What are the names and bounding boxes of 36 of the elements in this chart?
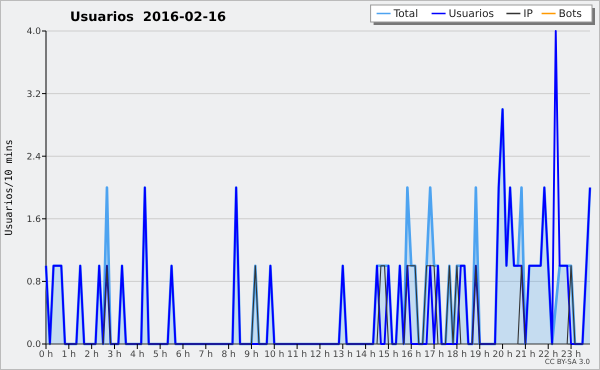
y-tick-label: 1.6 xyxy=(26,214,42,225)
x-tick-label: 12 h xyxy=(310,350,330,360)
x-tick-label: 4 h xyxy=(130,350,144,360)
x-tick-label: 8 h xyxy=(221,350,236,360)
y-tick-label: 0.8 xyxy=(26,278,42,288)
x-tick-label: 18 h xyxy=(446,350,467,360)
x-tick-label: 11 h xyxy=(287,350,308,360)
y-tick-label: 3.2 xyxy=(26,90,41,100)
y-tick-label: 2.4 xyxy=(26,152,42,162)
legend-label: Usuarios xyxy=(448,8,494,20)
x-tick-label: 6 h xyxy=(176,350,190,360)
legend-label: Bots xyxy=(558,8,582,20)
x-tick-label: 22 h xyxy=(538,350,558,360)
x-tick-label: 9 h xyxy=(244,350,259,360)
y-tick-label: 0.0 xyxy=(26,340,42,350)
x-tick-label: 1 h xyxy=(62,350,76,360)
x-tick-label: 13 h xyxy=(332,350,353,360)
x-tick-label: 20 h xyxy=(492,350,513,360)
x-tick-label: 23 h xyxy=(561,350,582,360)
y-tick-label: 4.0 xyxy=(26,27,42,38)
x-tick-label: 10 h xyxy=(264,350,284,360)
x-tick-label: 0 h xyxy=(38,350,54,360)
x-tick-label: 21 h xyxy=(515,350,536,360)
chart-title: Usuarios 2016-02-16 xyxy=(70,10,226,25)
x-tick-label: 5 h xyxy=(152,350,168,360)
x-tick-label: 7 h xyxy=(198,350,213,360)
x-tick-label: 16 h xyxy=(401,350,422,360)
x-tick-label: 19 h xyxy=(470,350,490,360)
x-tick-label: 15 h xyxy=(378,350,398,360)
x-tick-label: 14 h xyxy=(356,350,376,360)
x-tick-label: 2 h xyxy=(84,350,99,360)
x-tick-label: 17 h xyxy=(424,350,444,360)
legend-label: IP xyxy=(523,8,533,20)
legend-label: Total xyxy=(392,8,418,20)
y-axis-title: Usuarios/10 mins xyxy=(4,139,15,236)
x-tick-label: 3 h xyxy=(107,350,122,360)
